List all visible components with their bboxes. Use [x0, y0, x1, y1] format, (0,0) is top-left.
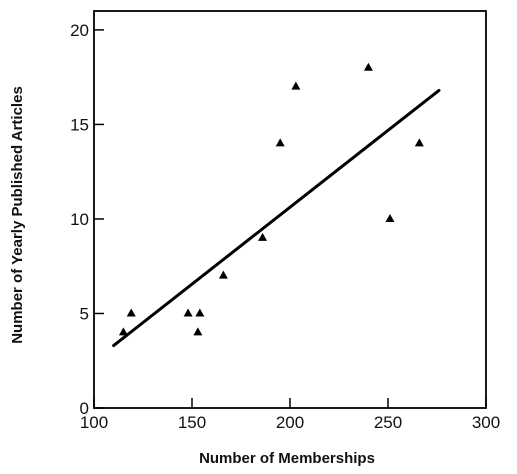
data-point	[291, 81, 301, 90]
data-point	[275, 138, 285, 147]
data-point	[258, 232, 268, 241]
regression-line	[112, 88, 441, 348]
data-point	[183, 308, 193, 317]
y-axis-label: Number of Yearly Published Articles	[9, 86, 26, 344]
x-tick-label: 150	[178, 413, 206, 432]
x-tick-label: 300	[472, 413, 500, 432]
x-tick-label: 250	[374, 413, 402, 432]
y-tick-label: 10	[70, 210, 89, 229]
data-point	[385, 213, 395, 222]
data-point	[218, 270, 228, 279]
data-point	[195, 308, 205, 317]
data-point	[118, 327, 128, 336]
x-axis-ticks: 100 150 200 250 300	[80, 398, 500, 432]
y-tick-label: 5	[80, 304, 89, 323]
x-tick-label: 100	[80, 413, 108, 432]
y-tick-label: 0	[80, 399, 89, 418]
x-tick-label: 200	[276, 413, 304, 432]
x-axis-label: Number of Memberships	[199, 450, 375, 467]
y-tick-label: 15	[70, 115, 89, 134]
data-point	[363, 62, 373, 71]
regression-line-group	[112, 88, 441, 348]
y-axis-ticks: 0 5 10 15 20	[70, 21, 104, 418]
data-point	[414, 138, 424, 147]
data-points	[118, 62, 424, 336]
data-point	[126, 308, 136, 317]
plot-frame	[93, 10, 487, 409]
y-tick-label: 20	[70, 21, 89, 40]
data-point	[193, 327, 203, 336]
